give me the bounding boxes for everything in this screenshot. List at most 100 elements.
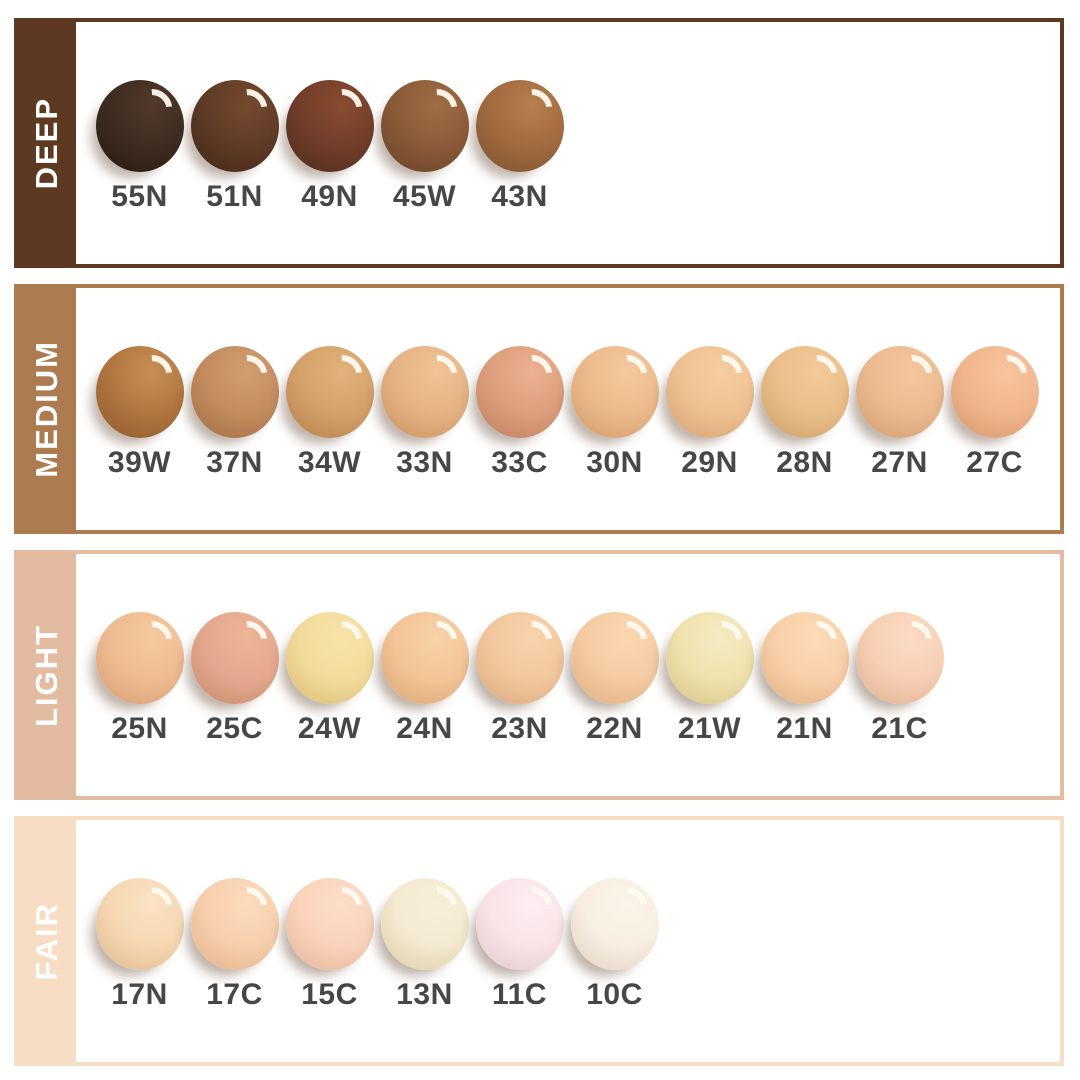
foundation-drop-swatch: [475, 612, 564, 704]
gloss-highlight-icon: [509, 81, 559, 132]
gloss-highlight-icon: [319, 347, 369, 398]
shade-swatch-15c: 15C: [282, 878, 377, 1012]
gloss-highlight-icon: [509, 879, 559, 930]
shade-code-label: 23N: [491, 712, 548, 745]
shade-section-fair: FAIR 17N 17C 15C 13N 11C 10C: [14, 816, 1064, 1066]
shade-swatch-21n: 21N: [757, 612, 852, 746]
shade-code-label: 55N: [111, 180, 168, 213]
gloss-highlight-icon: [414, 81, 464, 132]
gloss-highlight-icon: [604, 347, 654, 398]
shade-swatch-13n: 13N: [377, 878, 472, 1012]
foundation-drop-swatch: [475, 80, 564, 172]
shade-code-label: 10C: [586, 978, 643, 1011]
foundation-drop-swatch: [665, 346, 754, 438]
foundation-drop-swatch: [285, 878, 374, 970]
shade-code-label: 24N: [396, 712, 453, 745]
shade-code-label: 25C: [206, 712, 263, 745]
gloss-highlight-icon: [414, 613, 464, 664]
gloss-highlight-icon: [794, 613, 844, 664]
shade-swatch-22n: 22N: [567, 612, 662, 746]
gloss-highlight-icon: [699, 613, 749, 664]
shade-code-label: 49N: [301, 180, 358, 213]
foundation-drop-swatch: [380, 346, 469, 438]
foundation-drop-swatch: [855, 612, 944, 704]
shade-swatch-21w: 21W: [662, 612, 757, 746]
section-depth-band: MEDIUM: [18, 288, 76, 530]
shade-code-label: 34W: [297, 446, 362, 479]
foundation-drop-swatch: [380, 80, 469, 172]
gloss-highlight-icon: [224, 81, 274, 132]
foundation-drop-swatch: [190, 612, 279, 704]
shade-swatch-21c: 21C: [852, 612, 947, 746]
gloss-highlight-icon: [509, 347, 559, 398]
gloss-highlight-icon: [414, 347, 464, 398]
shade-code-label: 45W: [392, 180, 457, 213]
gloss-highlight-icon: [224, 347, 274, 398]
shade-swatch-27c: 27C: [947, 346, 1042, 480]
foundation-drop-swatch: [570, 612, 659, 704]
shade-swatch-45w: 45W: [377, 80, 472, 214]
shade-swatch-33n: 33N: [377, 346, 472, 480]
gloss-highlight-icon: [319, 879, 369, 930]
shade-swatch-10c: 10C: [567, 878, 662, 1012]
shade-code-label: 24W: [297, 712, 362, 745]
foundation-drop-swatch: [570, 346, 659, 438]
shade-swatch-37n: 37N: [187, 346, 282, 480]
foundation-drop-swatch: [475, 878, 564, 970]
foundation-drop-swatch: [855, 346, 944, 438]
shade-swatch-25n: 25N: [92, 612, 187, 746]
shade-code-label: 27C: [966, 446, 1023, 479]
shade-code-label: 17N: [111, 978, 168, 1011]
shade-swatch-43n: 43N: [472, 80, 567, 214]
section-title: FAIR: [29, 901, 64, 981]
section-depth-band: LIGHT: [18, 554, 76, 796]
shade-swatch-33c: 33C: [472, 346, 567, 480]
gloss-highlight-icon: [129, 347, 179, 398]
shade-code-label: 30N: [586, 446, 643, 479]
gloss-highlight-icon: [604, 613, 654, 664]
foundation-drop-swatch: [760, 612, 849, 704]
shade-code-label: 51N: [206, 180, 263, 213]
section-depth-band: FAIR: [18, 820, 76, 1062]
shade-code-label: 13N: [396, 978, 453, 1011]
section-title: DEEP: [29, 96, 64, 190]
shade-code-label: 22N: [586, 712, 643, 745]
foundation-drop-swatch: [380, 878, 469, 970]
shade-code-label: 37N: [206, 446, 263, 479]
shade-code-label: 21N: [776, 712, 833, 745]
shade-code-label: 21C: [871, 712, 928, 745]
shade-swatch-39w: 39W: [92, 346, 187, 480]
foundation-drop-swatch: [570, 878, 659, 970]
section-depth-band: DEEP: [18, 22, 76, 264]
shade-code-label: 28N: [776, 446, 833, 479]
foundation-drop-swatch: [190, 346, 279, 438]
foundation-drop-swatch: [190, 80, 279, 172]
shade-code-label: 11C: [492, 978, 547, 1011]
swatch-row: 39W 37N 34W 33N 33C 30N 29N 28N: [76, 288, 1060, 530]
gloss-highlight-icon: [509, 613, 559, 664]
shade-code-label: 15C: [301, 978, 358, 1011]
shade-swatch-17c: 17C: [187, 878, 282, 1012]
swatch-row: 17N 17C 15C 13N 11C 10C: [76, 820, 1060, 1062]
gloss-highlight-icon: [224, 613, 274, 664]
shade-code-label: 39W: [107, 446, 172, 479]
foundation-drop-swatch: [95, 80, 184, 172]
shade-section-deep: DEEP 55N 51N 49N 45W 43N: [14, 18, 1064, 268]
gloss-highlight-icon: [319, 613, 369, 664]
shade-code-label: 33C: [491, 446, 548, 479]
swatch-row: 55N 51N 49N 45W 43N: [76, 22, 1060, 264]
section-title: MEDIUM: [29, 340, 64, 478]
shade-swatch-25c: 25C: [187, 612, 282, 746]
gloss-highlight-icon: [889, 613, 939, 664]
shade-swatch-11c: 11C: [472, 878, 567, 1012]
gloss-highlight-icon: [319, 81, 369, 132]
shade-swatch-51n: 51N: [187, 80, 282, 214]
shade-code-label: 29N: [681, 446, 738, 479]
foundation-drop-swatch: [95, 346, 184, 438]
shade-swatch-24w: 24W: [282, 612, 377, 746]
shade-section-light: LIGHT 25N 25C 24W 24N 23N 22N: [14, 550, 1064, 800]
shade-swatch-28n: 28N: [757, 346, 852, 480]
shade-swatch-24n: 24N: [377, 612, 472, 746]
shade-swatch-23n: 23N: [472, 612, 567, 746]
